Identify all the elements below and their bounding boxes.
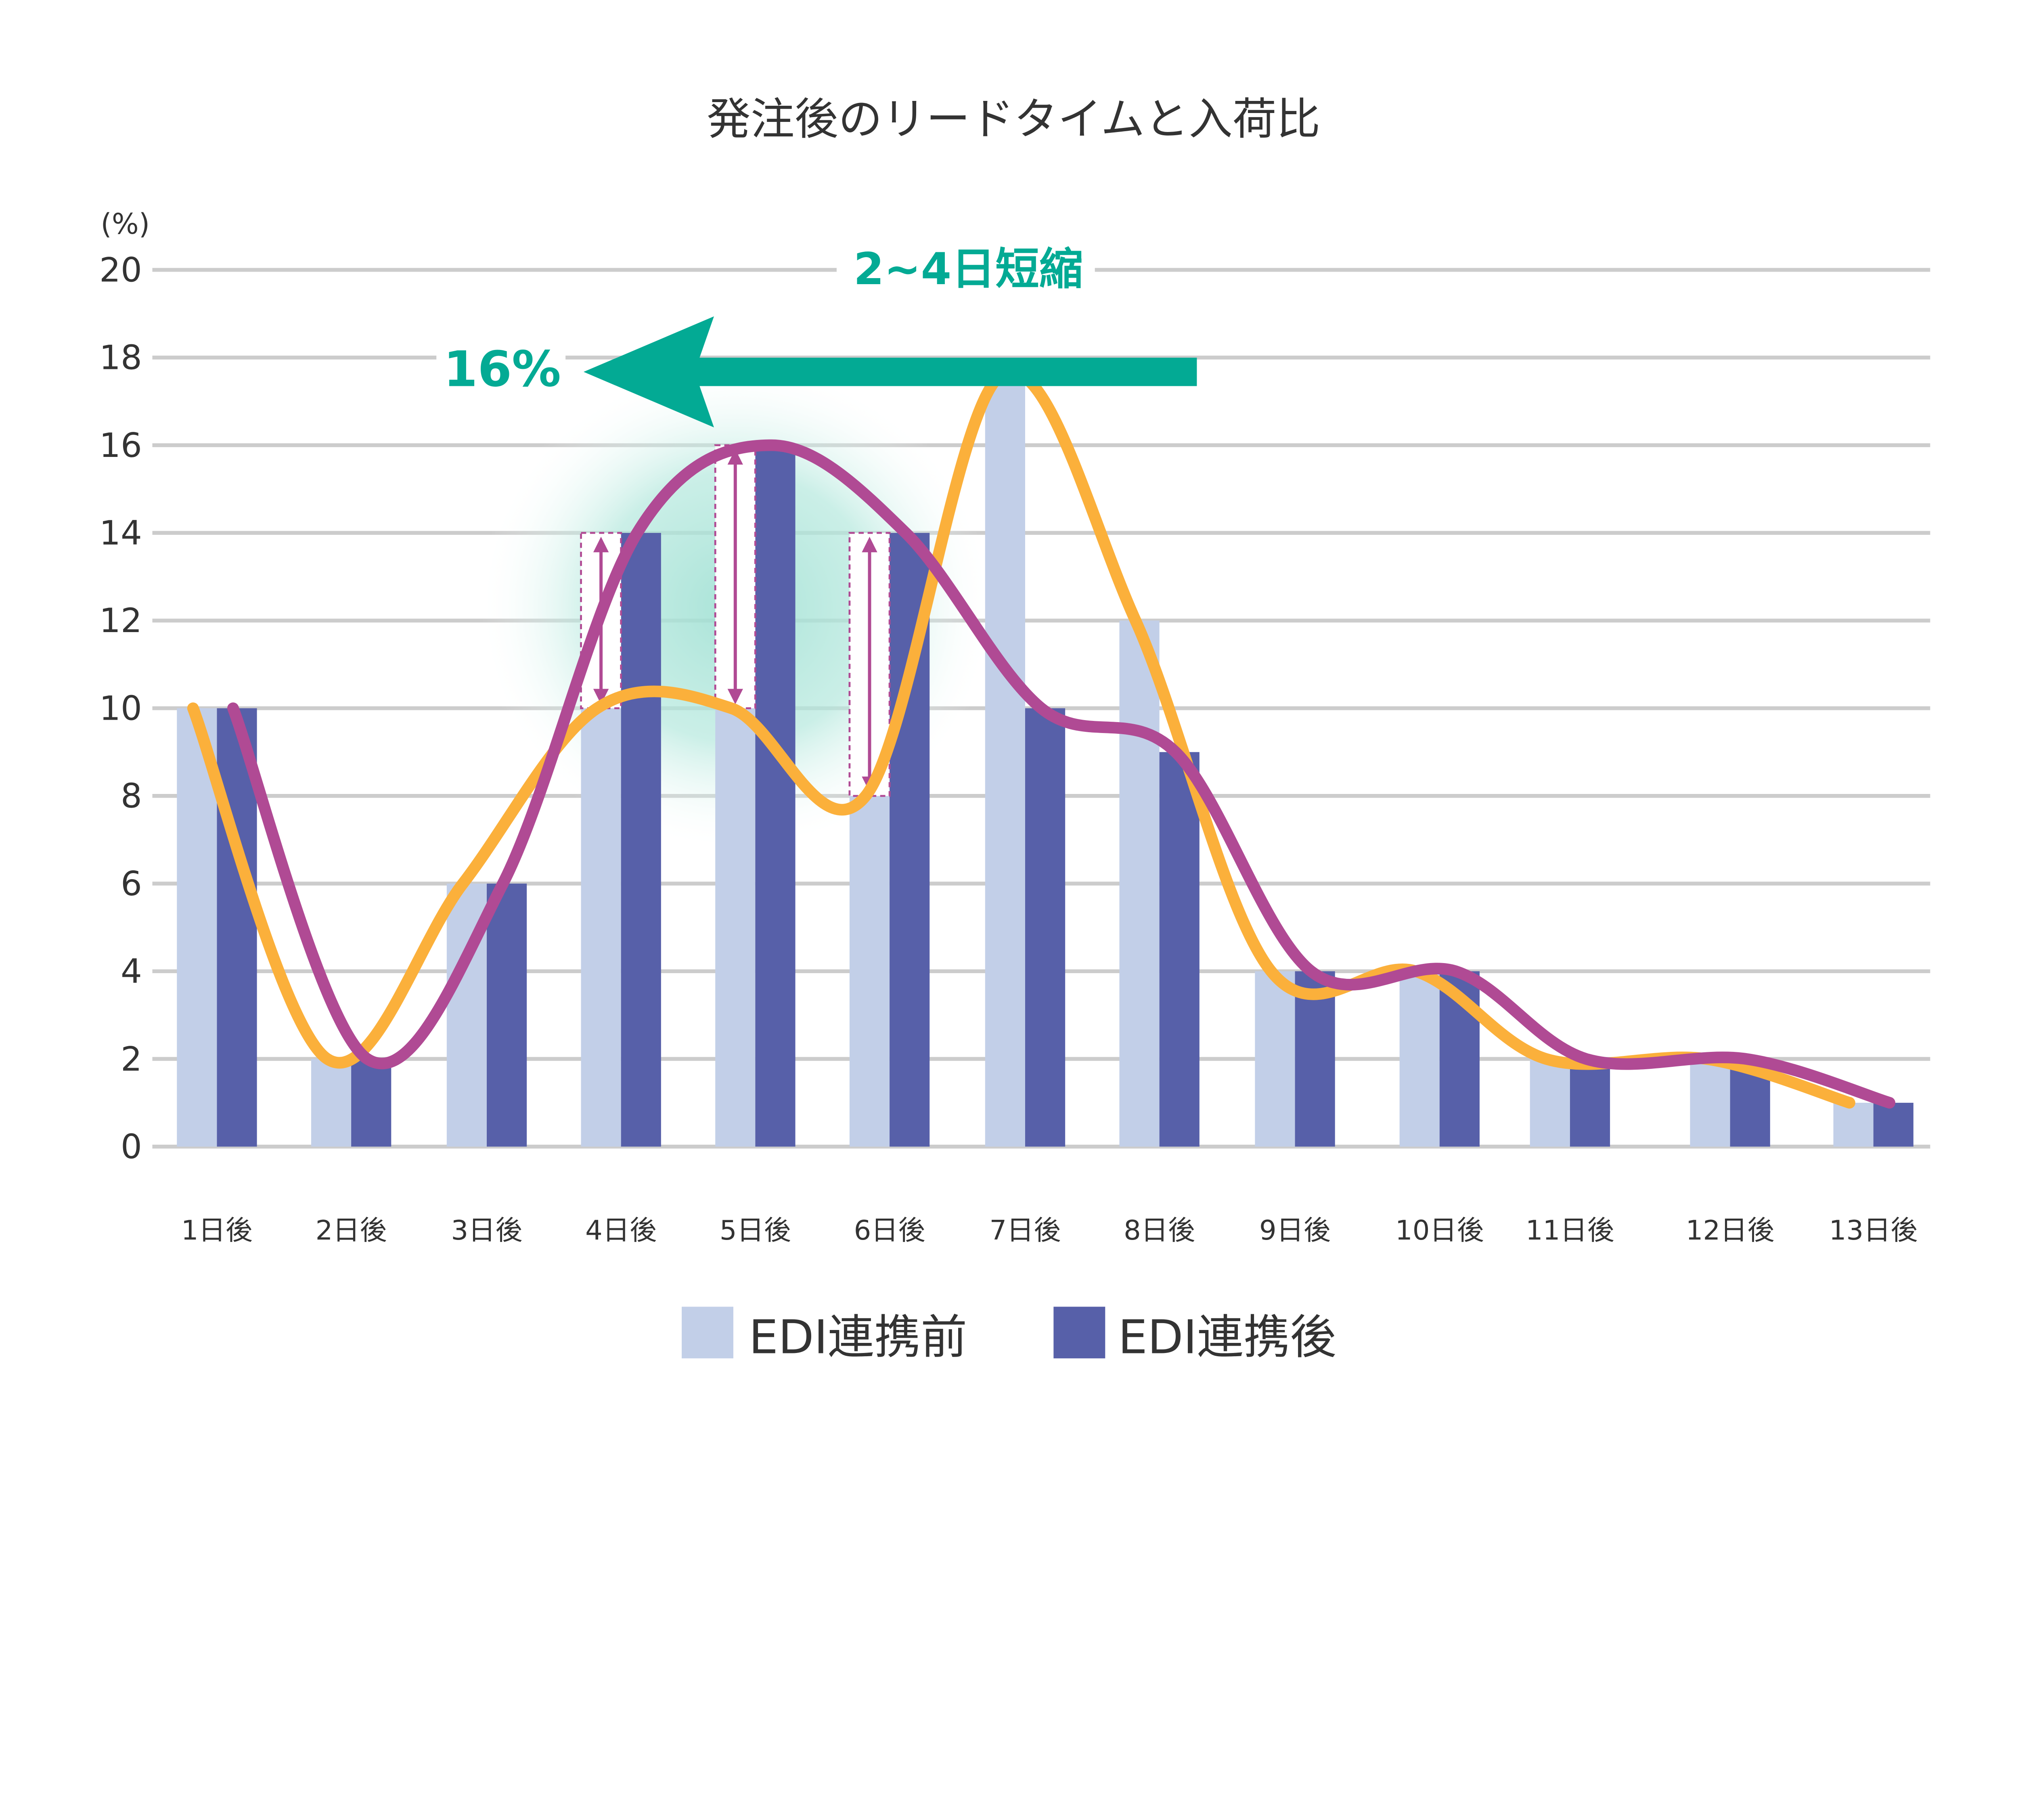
- bar-after: [755, 445, 795, 1147]
- bar-after: [1570, 1059, 1610, 1147]
- legend-swatch-after: [1053, 1307, 1105, 1359]
- bar-before: [849, 796, 890, 1147]
- bar-after: [1159, 752, 1199, 1147]
- y-tick-labels: 0 2 4 6 8 10 12 14 16 18 20: [99, 250, 142, 1166]
- x-tick-label: 12日後: [1686, 1215, 1775, 1246]
- x-tick-label: 10日後: [1395, 1215, 1484, 1246]
- arrow-head-down: [727, 689, 743, 705]
- bar-before: [177, 708, 217, 1147]
- x-tick-label: 9日後: [1259, 1215, 1331, 1246]
- bar-before: [715, 708, 756, 1147]
- x-tick-label: 5日後: [720, 1215, 791, 1246]
- legend: EDI連携前 EDI連携後: [682, 1307, 1336, 1365]
- y-tick-label: 12: [99, 601, 142, 640]
- y-tick-label: 16: [99, 426, 142, 465]
- arrow-head-up: [862, 536, 877, 553]
- x-tick-label: 6日後: [854, 1215, 925, 1246]
- y-axis-unit: (%): [100, 207, 150, 241]
- trend-lines: [187, 366, 1896, 1109]
- arrow-head-down: [593, 689, 609, 705]
- shift-arrow-shaft: [691, 358, 1197, 386]
- bar-after: [621, 533, 661, 1147]
- bar-after: [1873, 1103, 1913, 1147]
- chart-title: 発注後のリードタイムと入荷比: [707, 94, 1320, 145]
- arrow-head-up: [727, 449, 743, 465]
- x-tick-label: 13日後: [1829, 1215, 1918, 1246]
- x-tick-labels: 1日後 2日後 3日後 4日後 5日後 6日後 7日後 8日後 9日後 10日後 11日後 12日後 1…: [181, 1215, 1918, 1246]
- arrow-head-up: [593, 536, 609, 553]
- percent-label: 16%: [444, 340, 561, 398]
- shift-arrow: [583, 316, 1197, 427]
- y-tick-label: 14: [99, 513, 142, 553]
- x-tick-label: 7日後: [989, 1215, 1061, 1246]
- shift-label: 2~4日短縮: [854, 243, 1083, 295]
- legend-swatch-before: [682, 1307, 734, 1359]
- y-tick-label: 18: [99, 338, 142, 377]
- y-tick-label: 20: [99, 250, 142, 289]
- bar-after: [1295, 971, 1335, 1147]
- bar-before: [1530, 1059, 1570, 1147]
- x-tick-label: 1日後: [181, 1215, 253, 1246]
- bar-after: [487, 884, 527, 1147]
- y-tick-label: 10: [99, 689, 142, 728]
- legend-label-before: EDI連携前: [749, 1311, 967, 1365]
- bar-before: [1119, 620, 1160, 1147]
- x-tick-label: 11日後: [1526, 1215, 1614, 1246]
- legend-label-after: EDI連携後: [1118, 1311, 1336, 1365]
- y-tick-label: 8: [121, 777, 142, 816]
- percent-label-background: [436, 342, 566, 394]
- x-tick-label: 8日後: [1124, 1215, 1195, 1246]
- chart: 発注後のリードタイムと入荷比 (%) 0 2 4 6 8 10 12 14 16 18 20 1日後…: [99, 94, 1930, 1365]
- y-tick-label: 2: [121, 1039, 142, 1079]
- bar-before: [1255, 971, 1295, 1147]
- trend-line-after: [227, 439, 1896, 1109]
- shift-arrow-head: [583, 316, 714, 427]
- bar-after: [351, 1059, 391, 1147]
- y-tick-label: 4: [121, 952, 142, 991]
- bar-before: [1690, 1059, 1730, 1147]
- bars: [177, 357, 1913, 1147]
- shift-label-background: [836, 243, 1095, 295]
- bar-before: [311, 1059, 352, 1147]
- bar-before: [1833, 1103, 1874, 1147]
- bar-before: [581, 708, 621, 1147]
- bar-after: [1025, 708, 1066, 1147]
- gap-markers: [580, 444, 891, 797]
- trend-line-before: [187, 366, 1855, 1109]
- bar-before: [985, 357, 1025, 1147]
- x-tick-label: 3日後: [451, 1215, 522, 1246]
- bar-before: [1399, 971, 1440, 1147]
- y-tick-label: 0: [121, 1127, 142, 1166]
- y-tick-label: 6: [121, 864, 142, 903]
- x-tick-label: 4日後: [585, 1215, 657, 1246]
- bar-after: [217, 708, 257, 1147]
- x-tick-label: 2日後: [316, 1215, 387, 1246]
